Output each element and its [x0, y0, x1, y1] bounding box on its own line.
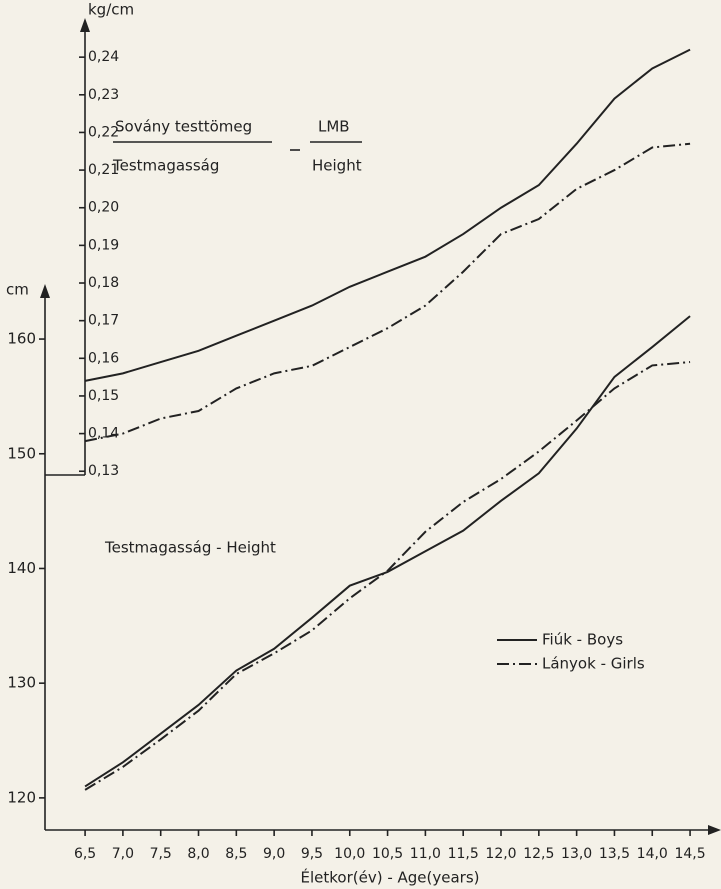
- x-tick-label: 11,0: [410, 846, 441, 862]
- y-tick-label: 0,24: [88, 49, 119, 65]
- y-arrow: [40, 284, 50, 298]
- x-arrow: [708, 825, 721, 835]
- y2-arrow: [80, 18, 90, 32]
- x-tick-label: 12,0: [485, 846, 516, 862]
- y-tick-label: 0,22: [88, 124, 119, 140]
- series-line: [84, 142, 691, 443]
- formula-numerator-en: LMB: [318, 118, 350, 136]
- x-tick-label: 13,5: [599, 846, 630, 862]
- y-tick-label: 140: [7, 559, 36, 577]
- y-tick-label: 0,18: [88, 275, 119, 291]
- y-tick-label: 0,13: [88, 463, 119, 479]
- y2-title: kg/cm: [88, 1, 134, 19]
- y-tick-label: 0,15: [88, 388, 119, 404]
- y-tick-label: 0,21: [88, 162, 119, 178]
- y-tick-label: 0,20: [88, 200, 119, 216]
- x-tick-label: 7,0: [112, 846, 134, 862]
- x-title: Életkor(év) - Age(years): [300, 868, 479, 887]
- x-tick-label: 7,5: [150, 846, 172, 862]
- x-tick-label: 13,0: [561, 846, 592, 862]
- y-tick-label: 0,17: [88, 313, 119, 329]
- x-tick-label: 14,0: [637, 846, 668, 862]
- x-tick-label: 10,5: [372, 846, 403, 862]
- y-tick-label: 0,16: [88, 350, 119, 366]
- y-tick-label: 0,23: [88, 87, 119, 103]
- y-tick-label: 0,19: [88, 237, 119, 253]
- x-tick-label: 9,0: [263, 846, 285, 862]
- x-tick-label: 10,0: [334, 846, 365, 862]
- y-tick-label: 160: [7, 330, 36, 348]
- x-tick-label: 8,5: [225, 846, 247, 862]
- x-tick-label: 14,5: [674, 846, 705, 862]
- y-tick-label: 150: [7, 444, 36, 462]
- legend-label: Lányok - Girls: [542, 655, 645, 673]
- y-tick-label: 0,14: [88, 426, 119, 442]
- y-tick-label: 130: [7, 674, 36, 692]
- annotation: Testmagasság - Height: [104, 539, 276, 557]
- y-title: cm: [6, 281, 29, 299]
- x-tick-label: 11,5: [448, 846, 479, 862]
- x-tick-label: 6,5: [74, 846, 96, 862]
- formula-numerator: Sovány testtömeg: [115, 118, 252, 136]
- series-line: [84, 361, 691, 791]
- series-line: [84, 48, 691, 382]
- x-tick-label: 8,0: [187, 846, 209, 862]
- y-tick-label: 120: [7, 788, 36, 806]
- formula-denominator: Testmagasság: [112, 157, 219, 175]
- formula-denominator-en: Height: [312, 157, 362, 175]
- x-tick-label: 9,5: [301, 846, 323, 862]
- legend-label: Fiúk - Boys: [542, 631, 623, 649]
- x-tick-label: 12,5: [523, 846, 554, 862]
